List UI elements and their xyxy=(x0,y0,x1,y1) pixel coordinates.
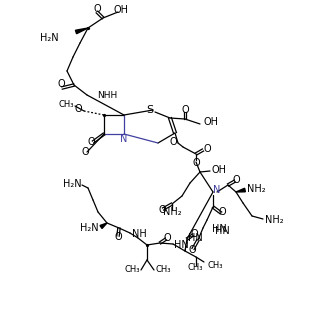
Text: OH: OH xyxy=(203,117,218,127)
Text: H₂N: H₂N xyxy=(80,223,99,233)
Text: NH₂: NH₂ xyxy=(265,215,284,225)
Text: NH₂: NH₂ xyxy=(163,207,181,217)
Text: O: O xyxy=(232,175,240,185)
Polygon shape xyxy=(236,188,245,192)
Text: O: O xyxy=(163,233,171,243)
Text: O: O xyxy=(74,104,82,114)
Text: NHH: NHH xyxy=(97,91,117,99)
Text: HN: HN xyxy=(174,240,189,250)
Text: O: O xyxy=(57,79,65,89)
Text: CH₃: CH₃ xyxy=(187,263,203,272)
Text: HN: HN xyxy=(215,226,230,236)
Text: CH₃: CH₃ xyxy=(58,99,74,108)
Text: O: O xyxy=(158,205,166,215)
Polygon shape xyxy=(75,28,88,34)
Text: O: O xyxy=(181,105,189,115)
Text: O: O xyxy=(93,4,101,14)
Text: CH₃: CH₃ xyxy=(208,260,224,269)
Text: O: O xyxy=(114,232,122,242)
Text: O: O xyxy=(204,144,211,154)
Text: OH: OH xyxy=(212,165,227,175)
Text: H₂N: H₂N xyxy=(41,33,59,43)
Text: CH₃: CH₃ xyxy=(124,265,140,274)
Text: NH: NH xyxy=(132,229,147,239)
Text: O: O xyxy=(188,245,196,255)
Polygon shape xyxy=(100,223,107,228)
Text: O: O xyxy=(192,158,200,168)
Text: O: O xyxy=(218,207,226,217)
Text: HN: HN xyxy=(212,224,227,234)
Text: H₂N: H₂N xyxy=(63,179,82,189)
Text: HN: HN xyxy=(188,233,203,243)
Text: O: O xyxy=(81,147,89,157)
Text: O: O xyxy=(169,137,177,147)
Text: S: S xyxy=(146,105,153,115)
Text: O: O xyxy=(190,229,198,239)
Text: NH₂: NH₂ xyxy=(247,184,266,194)
Text: N: N xyxy=(120,134,128,144)
Text: O: O xyxy=(87,137,95,147)
Text: N: N xyxy=(213,185,221,195)
Text: CH₃: CH₃ xyxy=(155,265,170,274)
Text: OH: OH xyxy=(114,5,129,15)
